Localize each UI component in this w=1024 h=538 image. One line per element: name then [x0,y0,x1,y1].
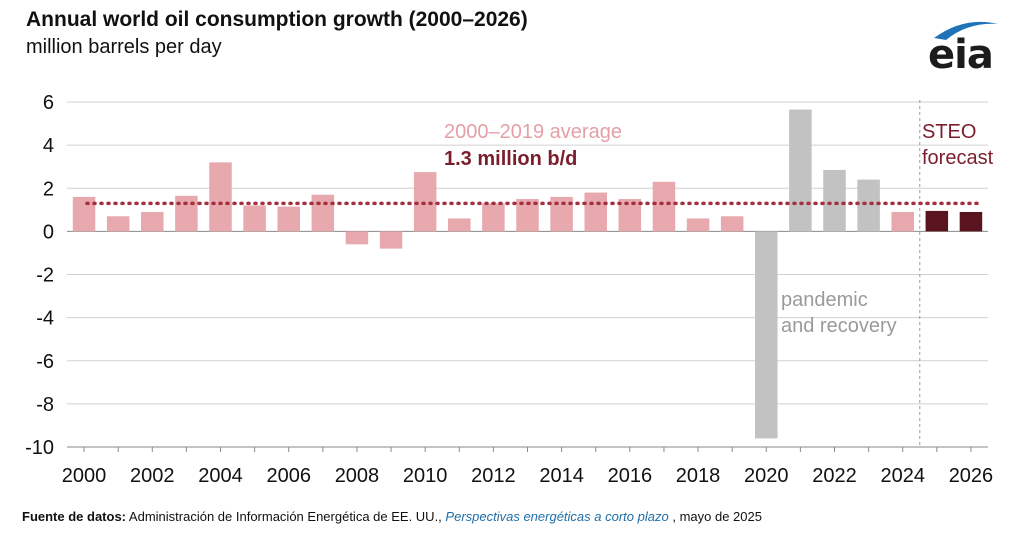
x-tick-label: 2010 [403,465,448,487]
forecast-label: forecast [922,147,994,169]
bar [550,196,573,232]
bar [175,195,198,232]
chart-subtitle: million barrels per day [26,36,222,58]
bar [686,218,710,232]
bar [925,210,949,232]
logo-swoosh-icon [934,21,998,40]
bar-chart: 6 4 2 0 -2 -4 -6 -8 -10 2000 2002 2004 2006 2008 2010 2… [25,92,994,487]
bar [891,211,914,232]
bar [311,194,335,232]
y-tick-label: -6 [36,351,54,373]
logo-text: eia [928,32,994,78]
bar [277,206,300,232]
bar [243,205,266,232]
bar [755,231,778,439]
x-tick-label: 2014 [539,465,584,487]
y-tick-label: -8 [36,394,54,416]
bar [959,211,983,232]
y-tick-label: 2 [43,178,54,200]
x-tick-label: 2018 [676,465,721,487]
pandemic-label: pandemic [781,289,868,311]
x-tick-label: 2012 [471,465,516,487]
x-tick-label: 2020 [744,465,789,487]
y-tick-label: 4 [43,135,54,157]
pandemic-label: and recovery [781,315,897,337]
x-tick-label: 2002 [130,465,175,487]
bar [789,109,812,232]
average-value-label: 1.3 million b/d [444,148,577,170]
forecast-label: STEO [922,121,976,143]
x-tick-label: 2026 [949,465,994,487]
source-date: , mayo de 2025 [672,509,762,524]
bar [482,203,505,232]
bar [584,192,607,232]
x-tick-label: 2022 [812,465,857,487]
bar [720,216,744,232]
bar [823,169,846,232]
y-tick-label: 0 [43,221,54,243]
y-tick-label: -10 [25,437,54,459]
y-tick-label: -2 [36,265,54,287]
bar [106,216,130,232]
x-tick-label: 2004 [198,465,243,487]
bar [618,199,642,232]
y-tick-label: -4 [36,308,54,330]
x-tick-label: 2008 [335,465,380,487]
bar [209,162,232,232]
source-note: Fuente de datos: Administración de Infor… [22,509,762,524]
x-tick-label: 2000 [62,465,107,487]
bar [345,231,369,245]
bar [652,181,676,232]
bar [857,179,880,232]
source-link[interactable]: Perspectivas energéticas a corto plazo [445,509,669,524]
bar [72,196,96,232]
source-label: Fuente de datos: [22,509,127,524]
bar [448,218,471,232]
y-tick-label: 6 [43,92,54,114]
x-tick-label: 2016 [608,465,653,487]
bar [141,211,164,232]
source-text: Administración de Información Energética… [128,509,442,524]
eia-logo: eia [928,14,1004,78]
chart-title: Annual world oil consumption growth (200… [26,8,528,31]
average-label: 2000–2019 average [444,121,622,143]
x-tick-label: 2024 [880,465,925,487]
bar [413,172,437,232]
x-tick-label: 2006 [266,465,311,487]
bar [379,231,403,249]
bar [516,199,539,232]
